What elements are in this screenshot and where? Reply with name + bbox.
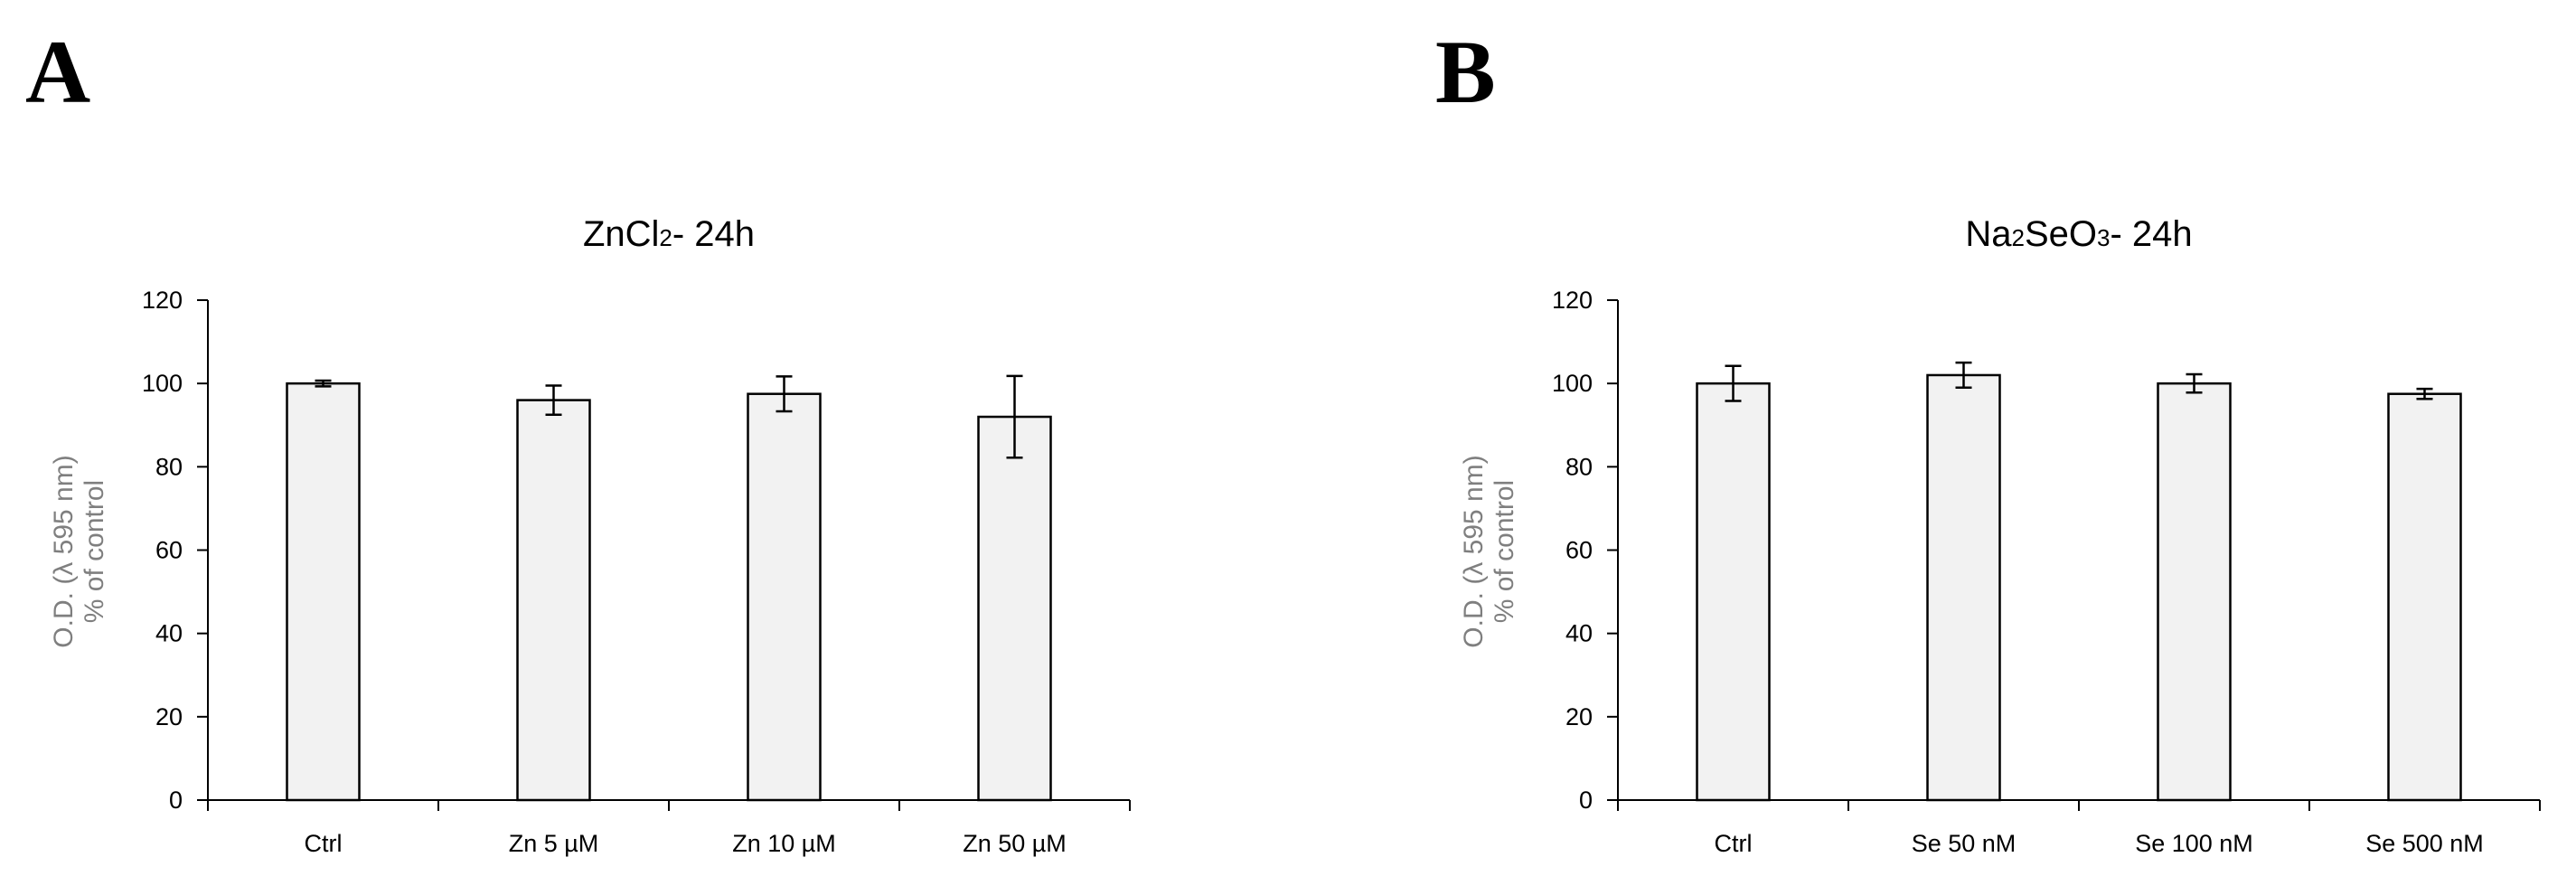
panel-a: A ZnCl2- 24h O.D. (λ 595 nm)% of control 0… <box>0 0 1283 895</box>
bar <box>977 415 1052 802</box>
y-tick-label: 20 <box>1565 703 1593 730</box>
panel-letter: A <box>25 22 91 122</box>
zncl2-bar-chart: ZnCl2- 24h O.D. (λ 595 nm)% of control 0 20… <box>49 214 1131 857</box>
y-tick-label: 0 <box>1579 787 1593 814</box>
y-tick-label: 60 <box>1565 537 1593 564</box>
y-tick-label: 100 <box>1552 370 1593 397</box>
x-category-label: Se 100 nM <box>2135 830 2253 857</box>
x-category-label: Zn 50 µM <box>963 830 1067 857</box>
panel-letter: B <box>1435 22 1496 122</box>
y-tick-label: 80 <box>1565 453 1593 480</box>
title-subscript: 3 <box>2097 224 2110 251</box>
title-part: - 24h <box>672 214 755 254</box>
x-category-label: Zn 10 µM <box>732 830 836 857</box>
bar <box>516 399 591 802</box>
y-tick-label: 40 <box>155 620 183 647</box>
bar <box>747 392 822 802</box>
panel-b: B Na2SeO3- 24h O.D. (λ 595 nm)% of contro… <box>1410 0 2576 895</box>
y-tick-label: 120 <box>142 287 183 314</box>
bar <box>1926 373 2001 802</box>
title-part: ZnCl <box>583 214 659 254</box>
y-tick-label: 120 <box>1552 287 1593 314</box>
y-axis-label-line: O.D. (λ 595 nm) <box>1459 455 1489 647</box>
bar <box>2157 382 2232 802</box>
y-tick-label: 40 <box>1565 620 1593 647</box>
chart-title: ZnCl2- 24h <box>583 214 755 254</box>
y-tick-label: 60 <box>155 537 183 564</box>
bar <box>2387 392 2462 802</box>
title-subscript: 2 <box>2011 224 2024 251</box>
x-category-label: Zn 5 µM <box>509 830 599 857</box>
x-category-label: Ctrl <box>1715 830 1753 857</box>
y-axis-label-line: O.D. (λ 595 nm) <box>49 455 79 647</box>
title-part: - 24h <box>2110 214 2192 254</box>
y-axis-label-line: % of control <box>80 480 109 623</box>
y-tick-label: 0 <box>169 787 183 814</box>
y-tick-label: 100 <box>142 370 183 397</box>
chart-title: Na2SeO3- 24h <box>1965 214 2192 254</box>
x-category-label: Ctrl <box>305 830 343 857</box>
na2seo3-bar-chart: Na2SeO3- 24h O.D. (λ 595 nm)% of control 0… <box>1459 214 2541 857</box>
y-tick-label: 80 <box>155 453 183 480</box>
y-axis-label: O.D. (λ 595 nm)% of control <box>49 455 109 647</box>
y-tick-label: 20 <box>155 703 183 730</box>
title-part: SeO <box>2025 214 2097 254</box>
bar <box>286 382 361 802</box>
bar <box>1696 382 1771 802</box>
x-category-label: Se 50 nM <box>1912 830 2017 857</box>
title-subscript: 2 <box>659 224 672 251</box>
x-category-label: Se 500 nM <box>2365 830 2484 857</box>
title-part: Na <box>1965 214 2012 254</box>
y-axis-label-line: % of control <box>1490 480 1519 623</box>
y-axis-label: O.D. (λ 595 nm)% of control <box>1459 455 1519 647</box>
